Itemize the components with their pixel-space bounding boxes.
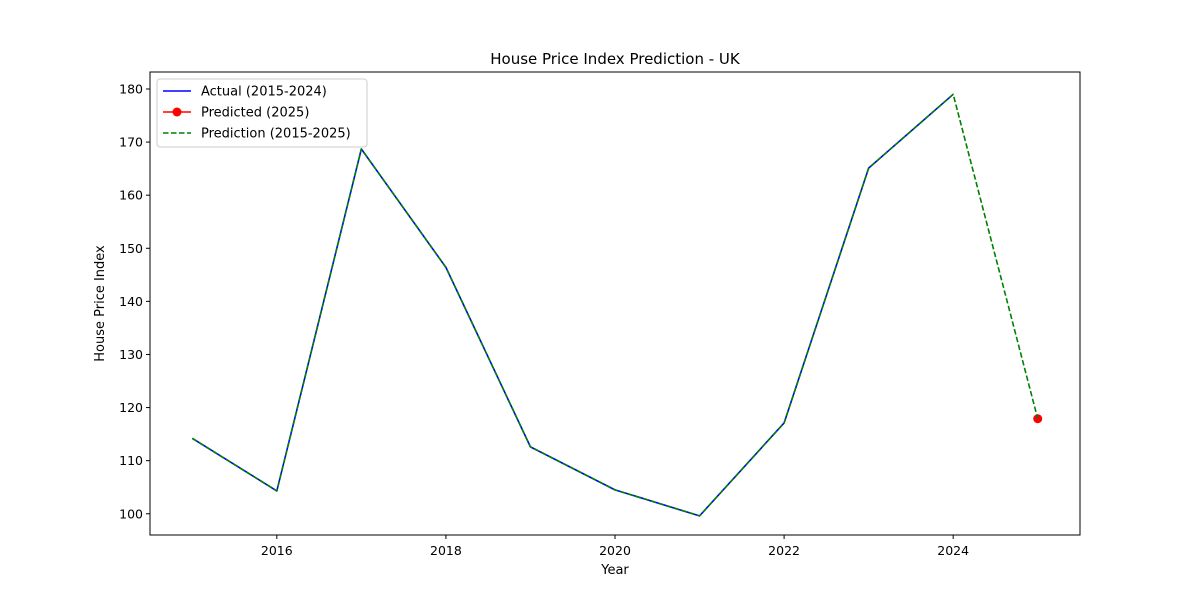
series-line-3: [191, 93, 1039, 517]
x-tick-label: 2018: [430, 543, 462, 558]
x-tick-label: 2020: [599, 543, 631, 558]
plot-area: [191, 93, 1043, 517]
chart-title: House Price Index Prediction - UK: [490, 50, 741, 68]
legend-swatch-marker: [172, 107, 182, 117]
legend-box: [156, 78, 368, 148]
y-axis-label: House Price Index: [93, 245, 108, 362]
y-tick-label: 130: [119, 347, 143, 362]
x-tick-label: 2016: [261, 543, 293, 558]
y-tick-label: 100: [119, 506, 143, 521]
y-tick-label: 160: [119, 188, 143, 203]
x-axis-label: Year: [600, 563, 629, 578]
x-tick-label: 2024: [937, 543, 969, 558]
x-axis: 2016 2018 2020 2022 2024: [261, 535, 969, 558]
y-tick-label: 180: [119, 81, 143, 96]
y-tick-label: 120: [119, 400, 143, 415]
legend-label: Predicted (2025): [201, 106, 309, 121]
y-tick-label: 110: [119, 453, 143, 468]
y-axis: 100 110 120 130 140 150 160 170 180: [119, 81, 150, 521]
series-line-1: [191, 93, 954, 517]
x-tick-label: 2022: [768, 543, 800, 558]
y-tick-label: 150: [119, 241, 143, 256]
legend-label: Actual (2015-2024): [201, 85, 327, 100]
y-tick-label: 140: [119, 294, 143, 309]
y-tick-label: 170: [119, 135, 143, 150]
legend: Actual (2015-2024) Predicted (2025) Predic…: [156, 78, 368, 148]
legend-label: Prediction (2015-2025): [201, 127, 351, 142]
